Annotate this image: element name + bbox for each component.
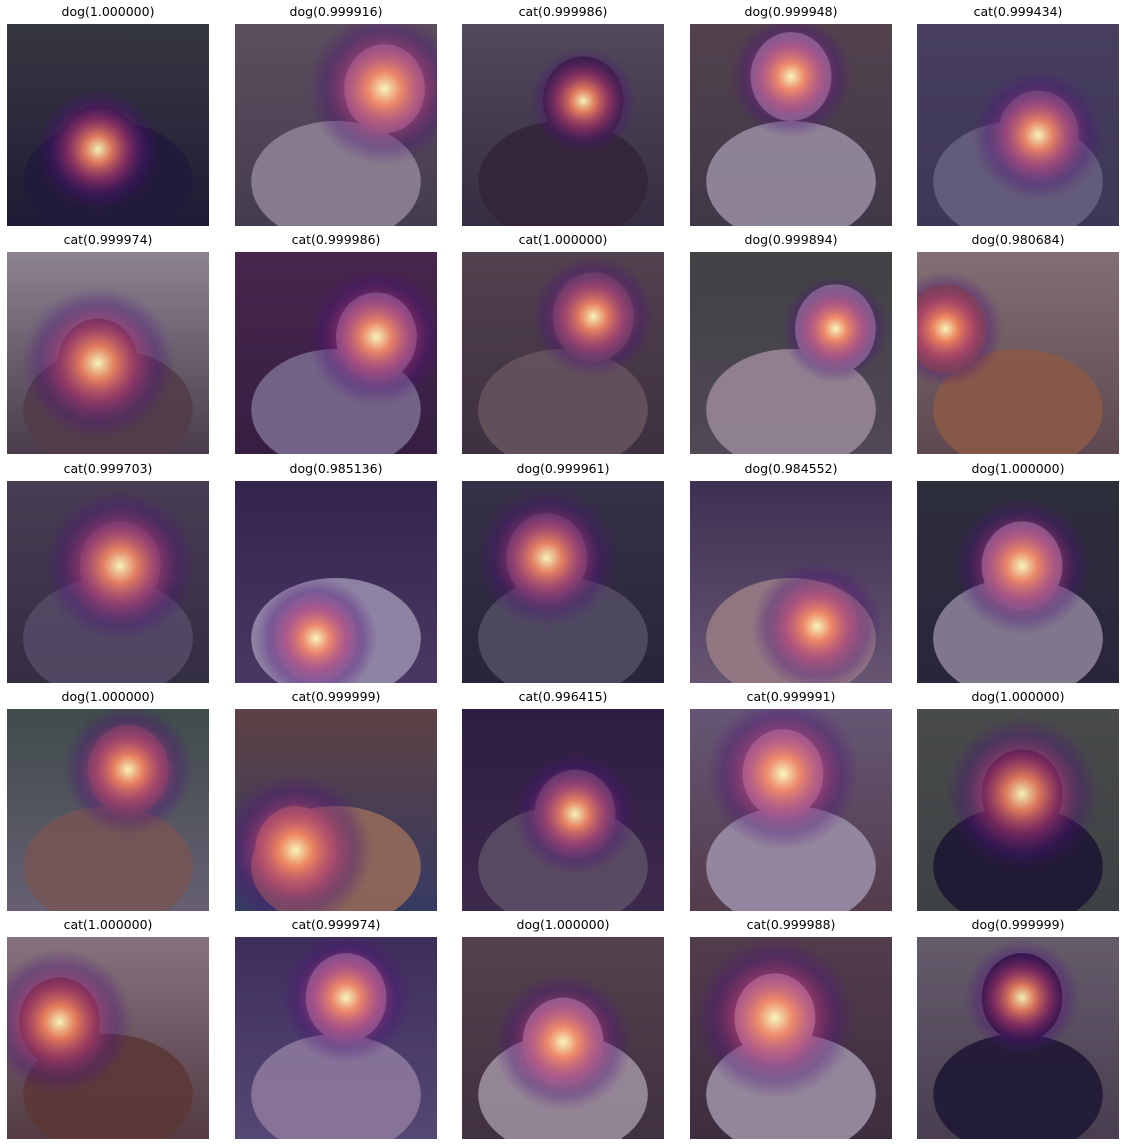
heatmap-image	[235, 937, 437, 1139]
animal-body	[706, 120, 876, 226]
heatmap-image	[462, 937, 664, 1139]
heatmap-hotspot	[43, 489, 197, 643]
heatmap-hotspot	[477, 488, 616, 627]
panel-title: dog(0.985136)	[289, 461, 383, 476]
panel-title: dog(0.999916)	[289, 4, 383, 19]
heatmap-image	[235, 252, 437, 454]
panel-title: dog(1.000000)	[516, 917, 610, 932]
heatmap-hotspot	[62, 709, 194, 835]
heatmap-hotspot	[952, 496, 1092, 635]
heatmap-image	[462, 24, 664, 226]
panel-title: dog(0.999894)	[744, 232, 838, 247]
panel-title: cat(0.996415)	[518, 689, 608, 704]
heatmap-image	[917, 481, 1119, 683]
heatmap-hotspot	[945, 717, 1099, 871]
heatmap-hotspot	[706, 709, 860, 851]
heatmap-hotspot	[7, 948, 133, 1095]
heatmap-image	[7, 937, 209, 1139]
heatmap-image	[7, 481, 209, 683]
animal-body	[251, 1033, 421, 1139]
heatmap-image	[462, 481, 664, 683]
heatmap-hotspot	[531, 255, 655, 379]
panel-title: cat(0.999999)	[291, 689, 381, 704]
panel-title: dog(0.999948)	[744, 4, 838, 19]
heatmap-hotspot	[781, 275, 890, 383]
panel-title: cat(1.000000)	[518, 232, 608, 247]
panel-title: cat(0.999974)	[63, 232, 153, 247]
heatmap-image	[7, 709, 209, 911]
heatmap-hotspot	[235, 773, 373, 911]
heatmap-image	[917, 709, 1119, 911]
heatmap-image	[690, 252, 892, 454]
panel-title: dog(0.980684)	[971, 232, 1065, 247]
heatmap-hotspot	[917, 271, 1003, 387]
heatmap-image	[7, 24, 209, 226]
panel-title: cat(0.999703)	[63, 461, 153, 476]
heatmap-image	[917, 252, 1119, 454]
heatmap-image	[690, 709, 892, 911]
heatmap-image	[690, 24, 892, 226]
heatmap-image	[7, 252, 209, 454]
panel-title: cat(0.999988)	[746, 917, 836, 932]
panel-title: cat(1.000000)	[63, 917, 153, 932]
heatmap-image	[235, 481, 437, 683]
animal-body	[23, 805, 193, 911]
heatmap-hotspot	[964, 940, 1080, 1056]
animal-body	[933, 1033, 1103, 1139]
panel-title: cat(0.999986)	[518, 4, 608, 19]
panel-title: cat(0.999434)	[973, 4, 1063, 19]
heatmap-image	[917, 937, 1119, 1139]
heatmap-hotspot	[36, 87, 160, 211]
heatmap-hotspot	[972, 69, 1104, 201]
panel-title: dog(0.999999)	[971, 917, 1065, 932]
panel-title: dog(1.000000)	[971, 689, 1065, 704]
panel-title: dog(1.000000)	[61, 689, 155, 704]
heatmap-image	[462, 252, 664, 454]
panel-title: cat(0.999986)	[291, 232, 381, 247]
heatmap-image	[235, 24, 437, 226]
heatmap-hotspot	[529, 47, 637, 155]
heatmap-image	[917, 24, 1119, 226]
heatmap-hotspot	[280, 937, 412, 1063]
heatmap-hotspot	[307, 267, 437, 406]
heatmap-image	[462, 709, 664, 911]
heatmap-hotspot	[729, 24, 853, 138]
heatmap-hotspot	[694, 937, 856, 1099]
panel-title: dog(0.984552)	[744, 461, 838, 476]
heatmap-hotspot	[513, 752, 637, 876]
panel-title: dog(0.999961)	[516, 461, 610, 476]
panel-title: dog(1.000000)	[61, 4, 155, 19]
panel-title: cat(0.999974)	[291, 917, 381, 932]
heatmap-image	[690, 937, 892, 1139]
panel-title: cat(0.999991)	[746, 689, 836, 704]
heatmap-hotspot	[493, 972, 633, 1112]
heatmap-image	[235, 709, 437, 911]
heatmap-hotspot	[752, 561, 883, 683]
heatmap-image	[690, 481, 892, 683]
heatmap-hotspot	[21, 286, 175, 440]
heatmap-hotspot	[254, 577, 378, 683]
heatmap-hotspot	[307, 24, 437, 166]
panel-title: dog(1.000000)	[971, 461, 1065, 476]
